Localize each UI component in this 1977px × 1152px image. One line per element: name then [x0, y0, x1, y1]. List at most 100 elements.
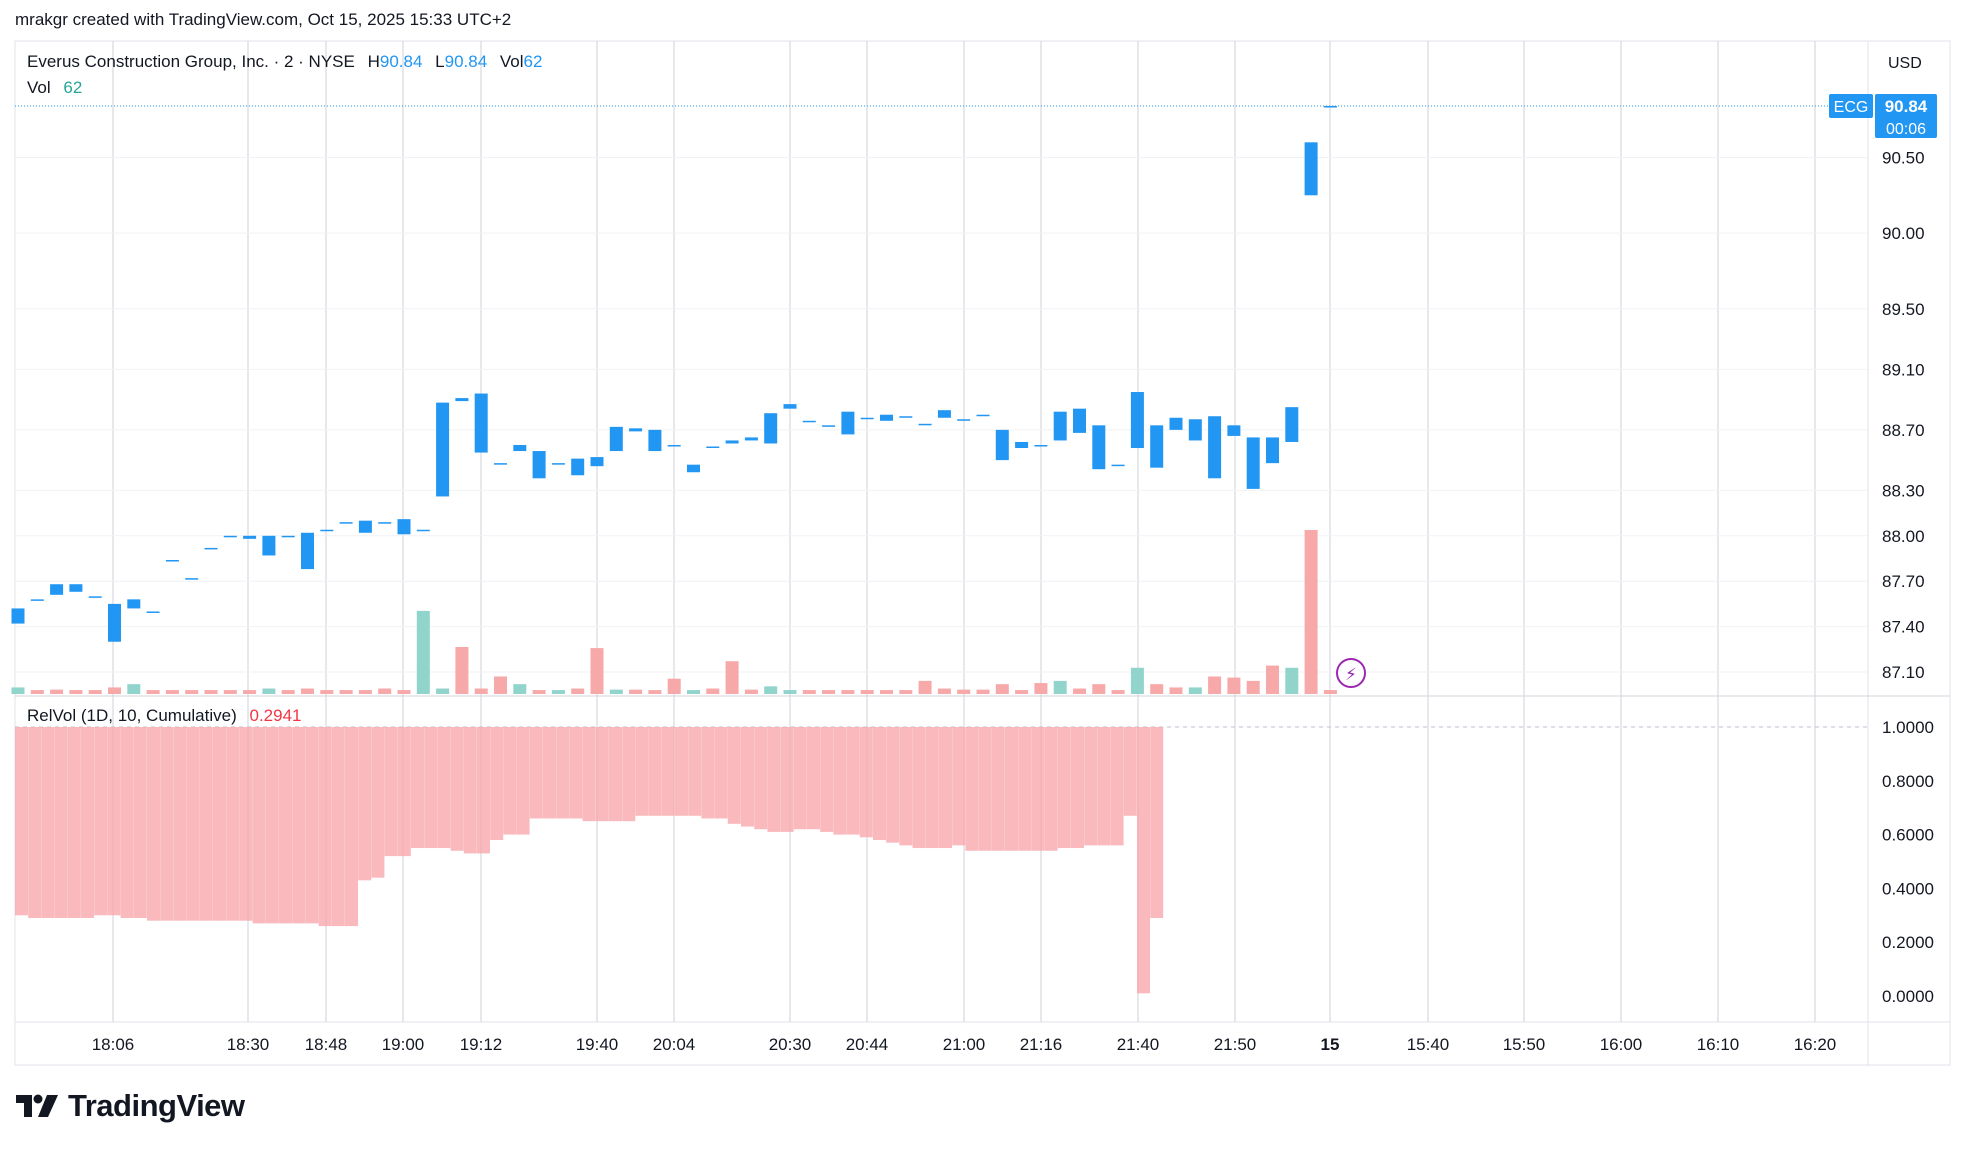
relvol-bar — [1071, 727, 1084, 849]
volume-bar — [436, 688, 450, 694]
relvol-value: 0.2941 — [249, 706, 302, 725]
volume-bar — [802, 690, 816, 694]
relvol-bar — [186, 727, 200, 921]
candle — [339, 522, 353, 524]
relvol-bar — [846, 727, 860, 835]
last-price-symbol-box — [1829, 94, 1873, 118]
relvol-bar — [886, 727, 900, 843]
relvol-bar — [503, 727, 517, 835]
candle — [725, 440, 739, 444]
candle — [629, 428, 643, 432]
lightning-icon: ⚡ — [1345, 665, 1357, 685]
low-label: L — [435, 52, 445, 71]
relvol-bar — [107, 727, 121, 916]
relvol-bar — [727, 727, 741, 824]
relvol-bar — [965, 727, 979, 851]
relvol-bar — [569, 727, 583, 819]
candle — [590, 457, 604, 467]
volume-bar — [687, 690, 700, 694]
candle — [1285, 407, 1299, 442]
relvol-bar — [384, 727, 398, 857]
relvol-bar — [411, 727, 424, 849]
relvol-bar — [807, 727, 820, 830]
candle — [436, 402, 450, 497]
relvol-bar — [767, 727, 781, 832]
volume-bar — [667, 678, 681, 694]
relvol-bar — [292, 727, 306, 924]
volume-bar — [822, 690, 836, 694]
volume-row-value: 62 — [63, 78, 83, 97]
candle — [918, 423, 932, 426]
relvol-tick-label: 0.6000 — [1882, 826, 1934, 845]
relvol-bar — [133, 727, 147, 918]
relvol-bar — [516, 727, 530, 835]
candle — [146, 611, 160, 613]
candle — [551, 463, 565, 465]
time-axis-label: 15 — [1321, 1035, 1340, 1054]
volume-bar — [551, 690, 565, 694]
tradingview-logo: TradingView — [16, 1088, 245, 1124]
candle — [243, 535, 257, 539]
currency-button[interactable]: USD — [1888, 55, 1922, 72]
relvol-tick-label: 0.2000 — [1882, 933, 1934, 952]
relvol-bar — [622, 727, 636, 822]
time-axis-label: 20:30 — [769, 1035, 812, 1054]
symbol-legend[interactable]: Everus Construction Group, Inc. · 2 · NY… — [27, 52, 542, 72]
relvol-bar — [318, 727, 332, 927]
volume-bar — [513, 684, 527, 694]
volume-bar — [1150, 684, 1164, 694]
candle — [50, 584, 64, 595]
volume-bar — [262, 688, 276, 694]
relvol-bar — [991, 727, 1005, 851]
volume-bar — [1053, 680, 1067, 694]
candle — [976, 414, 990, 417]
volume-bar — [648, 690, 662, 694]
candle — [609, 426, 623, 452]
relvol-legend[interactable]: RelVol (1D, 10, Cumulative) 0.2941 — [27, 706, 302, 726]
candle — [764, 413, 778, 444]
relvol-bar — [675, 727, 688, 816]
tradingview-logo-text: TradingView — [68, 1088, 245, 1123]
time-axis-label: 21:16 — [1020, 1035, 1063, 1054]
volume-bar — [918, 680, 932, 694]
volume-bar — [88, 690, 102, 694]
candle — [1323, 106, 1337, 108]
volume-bar — [11, 687, 25, 694]
candle — [108, 603, 121, 642]
candle — [1188, 419, 1202, 441]
chart-frame — [14, 40, 1951, 1066]
time-axis-label: 20:04 — [653, 1035, 696, 1054]
relvol-bar — [1110, 727, 1124, 846]
relvol-bar — [1057, 727, 1071, 849]
relvol-tick-label: 0.0000 — [1882, 987, 1934, 1006]
volume-legend[interactable]: Vol 62 — [27, 78, 82, 98]
volume-bar — [1188, 687, 1202, 694]
volume-bar — [1169, 687, 1183, 694]
candle — [1034, 444, 1048, 447]
volume-bar — [609, 689, 623, 694]
candle — [841, 411, 855, 435]
vol-label: Vol — [499, 52, 524, 71]
relvol-tick-label: 0.4000 — [1882, 879, 1934, 898]
candle — [185, 578, 199, 580]
price-tick-label: 88.30 — [1882, 481, 1925, 500]
candle — [397, 519, 411, 535]
candle — [1246, 437, 1260, 489]
volume-bar — [30, 690, 44, 694]
volume-bar — [378, 688, 392, 694]
volume-bar — [146, 690, 160, 694]
candle — [687, 464, 700, 473]
candle — [1130, 392, 1144, 449]
candle — [860, 417, 874, 420]
volume-bar — [281, 690, 295, 694]
volume-bar — [494, 676, 507, 694]
volume-bar — [397, 690, 411, 694]
volume-bar — [1246, 680, 1260, 694]
candle — [30, 599, 44, 601]
axis-layer: 18:06 18:30 18:48 19:00 19:12 19:40 20:04 20:30… — [92, 94, 1937, 1054]
volume-bar — [957, 689, 971, 694]
relvol-bar — [477, 727, 490, 854]
relvol-bar — [952, 727, 966, 846]
candle — [995, 429, 1009, 461]
